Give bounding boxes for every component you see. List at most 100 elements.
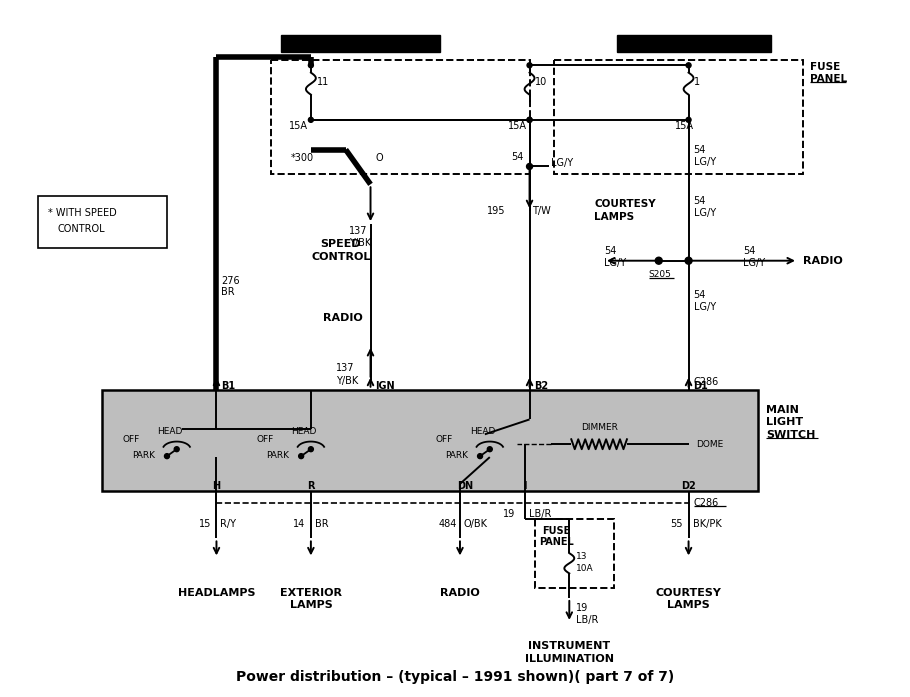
Text: COURTESY: COURTESY: [655, 588, 722, 598]
Text: 54: 54: [604, 246, 616, 256]
Text: 195: 195: [487, 206, 506, 216]
Text: S205: S205: [649, 270, 672, 279]
Text: 19: 19: [502, 509, 515, 519]
Text: R: R: [308, 481, 315, 491]
Text: 137: 137: [336, 363, 354, 373]
Text: OFF: OFF: [122, 435, 139, 444]
Text: ILLUMINATION: ILLUMINATION: [525, 654, 614, 664]
Text: RADIO: RADIO: [440, 588, 480, 598]
Text: C286: C286: [693, 498, 719, 507]
Text: 10A: 10A: [576, 564, 594, 573]
Text: FUSE: FUSE: [810, 62, 840, 72]
Text: PARK: PARK: [266, 451, 289, 459]
Text: 276: 276: [221, 275, 240, 286]
Text: Power distribution – (typical – 1991 shown)( part 7 of 7): Power distribution – (typical – 1991 sho…: [236, 671, 674, 684]
Text: LG/Y: LG/Y: [693, 157, 715, 167]
Text: 15A: 15A: [508, 121, 527, 131]
Text: HOT IN ACC OR RUN: HOT IN ACC OR RUN: [307, 39, 414, 48]
Text: LAMPS: LAMPS: [594, 212, 634, 222]
Text: DOME: DOME: [696, 440, 723, 449]
Circle shape: [165, 454, 169, 459]
Text: B1: B1: [221, 381, 236, 391]
Text: IGN: IGN: [376, 381, 395, 391]
Text: LAMPS: LAMPS: [289, 600, 332, 610]
Text: LG/Y: LG/Y: [743, 258, 765, 268]
Text: 54: 54: [693, 144, 706, 155]
Text: T/W: T/W: [532, 206, 551, 216]
Circle shape: [174, 447, 179, 452]
Text: O: O: [376, 153, 383, 162]
Text: D1: D1: [693, 381, 708, 391]
Text: OFF: OFF: [435, 435, 452, 444]
Circle shape: [487, 447, 492, 452]
Text: 13: 13: [576, 552, 588, 561]
Circle shape: [527, 117, 532, 122]
Circle shape: [686, 117, 691, 122]
Bar: [554, 61, 803, 174]
Text: Y/BK: Y/BK: [349, 238, 371, 248]
Text: O/BK: O/BK: [464, 519, 488, 528]
Text: LB/R: LB/R: [576, 615, 599, 625]
Text: RADIO: RADIO: [803, 256, 843, 266]
Text: HEADLAMPS: HEADLAMPS: [177, 588, 255, 598]
Text: HEAD: HEAD: [157, 427, 182, 436]
Text: I: I: [523, 481, 526, 491]
Text: R/Y: R/Y: [220, 519, 237, 528]
Text: PANEL: PANEL: [540, 537, 574, 547]
Text: BK/PK: BK/PK: [693, 519, 722, 528]
Text: D2: D2: [682, 481, 696, 491]
Circle shape: [527, 63, 532, 68]
Text: * WITH SPEED: * WITH SPEED: [47, 208, 116, 218]
Text: 1: 1: [693, 77, 700, 87]
Bar: [37, 197, 167, 248]
Text: PANEL: PANEL: [810, 74, 847, 84]
Text: PARK: PARK: [445, 451, 468, 459]
Text: EXTERIOR: EXTERIOR: [280, 588, 342, 598]
Text: LG/Y: LG/Y: [551, 158, 573, 169]
Circle shape: [308, 63, 313, 68]
Text: COURTESY: COURTESY: [594, 199, 656, 209]
Text: 15: 15: [198, 519, 211, 528]
FancyBboxPatch shape: [281, 35, 440, 52]
Circle shape: [655, 257, 662, 264]
FancyBboxPatch shape: [617, 35, 771, 52]
Text: CONTROL: CONTROL: [57, 224, 105, 234]
Text: Y/BK: Y/BK: [336, 376, 358, 385]
Bar: [534, 519, 614, 588]
Text: RADIO: RADIO: [323, 313, 362, 323]
Text: LG/Y: LG/Y: [693, 302, 715, 312]
Text: HEAD: HEAD: [291, 427, 317, 436]
Text: FUSE: FUSE: [542, 526, 571, 535]
Text: 19: 19: [576, 603, 589, 613]
Text: 54: 54: [693, 196, 706, 206]
Circle shape: [685, 257, 692, 264]
Text: SWITCH: SWITCH: [766, 430, 815, 441]
Text: C286: C286: [693, 377, 719, 387]
Text: CONTROL: CONTROL: [311, 252, 370, 262]
Text: PARK: PARK: [132, 451, 155, 459]
Text: 14: 14: [293, 519, 305, 528]
Text: 15A: 15A: [289, 121, 308, 131]
Circle shape: [527, 117, 532, 122]
Text: 484: 484: [438, 519, 457, 528]
Text: LB/R: LB/R: [529, 509, 551, 519]
Text: 54: 54: [511, 151, 524, 162]
Circle shape: [308, 447, 313, 452]
Text: HEAD: HEAD: [470, 427, 495, 436]
Text: LIGHT: LIGHT: [766, 418, 804, 427]
Text: LAMPS: LAMPS: [667, 600, 710, 610]
Text: B2: B2: [534, 381, 549, 391]
Text: BR: BR: [221, 287, 235, 298]
Text: BR: BR: [315, 519, 329, 528]
Text: INSTRUMENT: INSTRUMENT: [528, 641, 611, 650]
Text: 137: 137: [349, 226, 367, 236]
Text: DIMMER: DIMMER: [581, 423, 618, 432]
Text: *300: *300: [291, 153, 314, 162]
Circle shape: [478, 454, 482, 459]
Text: HOT AT ALL TIMES: HOT AT ALL TIMES: [644, 39, 743, 48]
Text: LG/Y: LG/Y: [693, 208, 715, 218]
Bar: [271, 61, 530, 174]
Circle shape: [298, 454, 304, 459]
Text: 55: 55: [671, 519, 683, 528]
Text: OFF: OFF: [257, 435, 274, 444]
